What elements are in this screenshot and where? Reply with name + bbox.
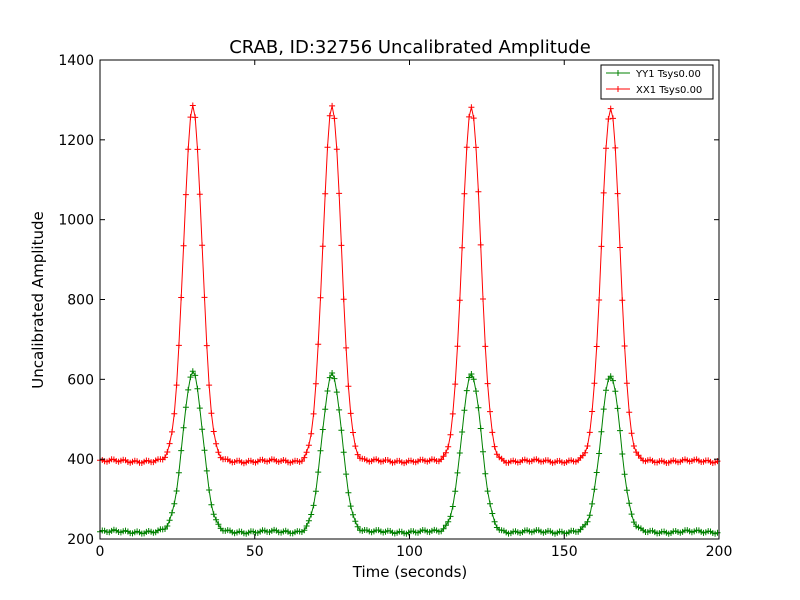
- y-tick-label: 1000: [58, 213, 94, 229]
- series-line: [99, 370, 718, 535]
- y-tick-label: 600: [67, 372, 94, 388]
- legend-label: YY1 Tsys0.00: [635, 69, 701, 80]
- series-markers: [97, 368, 721, 537]
- chart-title: CRAB, ID:32756 Uncalibrated Amplitude: [229, 37, 591, 58]
- y-tick-label: 1200: [58, 133, 94, 149]
- series-markers: [97, 102, 721, 467]
- plot-area: 0 50 100 150 200 200 400 600 800 1000 1200 1400 YY1 …: [58, 53, 732, 560]
- x-tick-label: 150: [551, 544, 578, 560]
- series-0: [97, 368, 721, 537]
- x-tick-label: 0: [96, 544, 105, 560]
- x-tick-label: 200: [706, 544, 733, 560]
- series-1: [97, 102, 721, 467]
- series-line: [99, 105, 718, 464]
- x-axis-label: Time (seconds): [352, 563, 468, 581]
- legend-marker: [615, 70, 621, 76]
- y-tick-label: 800: [67, 293, 94, 309]
- y-tick-label: 200: [67, 532, 94, 548]
- legend: YY1 Tsys0.00 XX1 Tsys0.00: [600, 64, 714, 100]
- legend-box: [600, 64, 714, 100]
- plot-frame: [99, 59, 720, 540]
- x-tick-label: 100: [396, 544, 423, 560]
- y-tick-label: 1400: [58, 53, 94, 69]
- y-tick-label: 400: [67, 452, 94, 468]
- legend-label: XX1 Tsys0.00: [636, 85, 702, 96]
- legend-marker: [615, 86, 621, 92]
- x-tick-label: 50: [246, 544, 264, 560]
- y-axis-label: Uncalibrated Amplitude: [29, 211, 47, 388]
